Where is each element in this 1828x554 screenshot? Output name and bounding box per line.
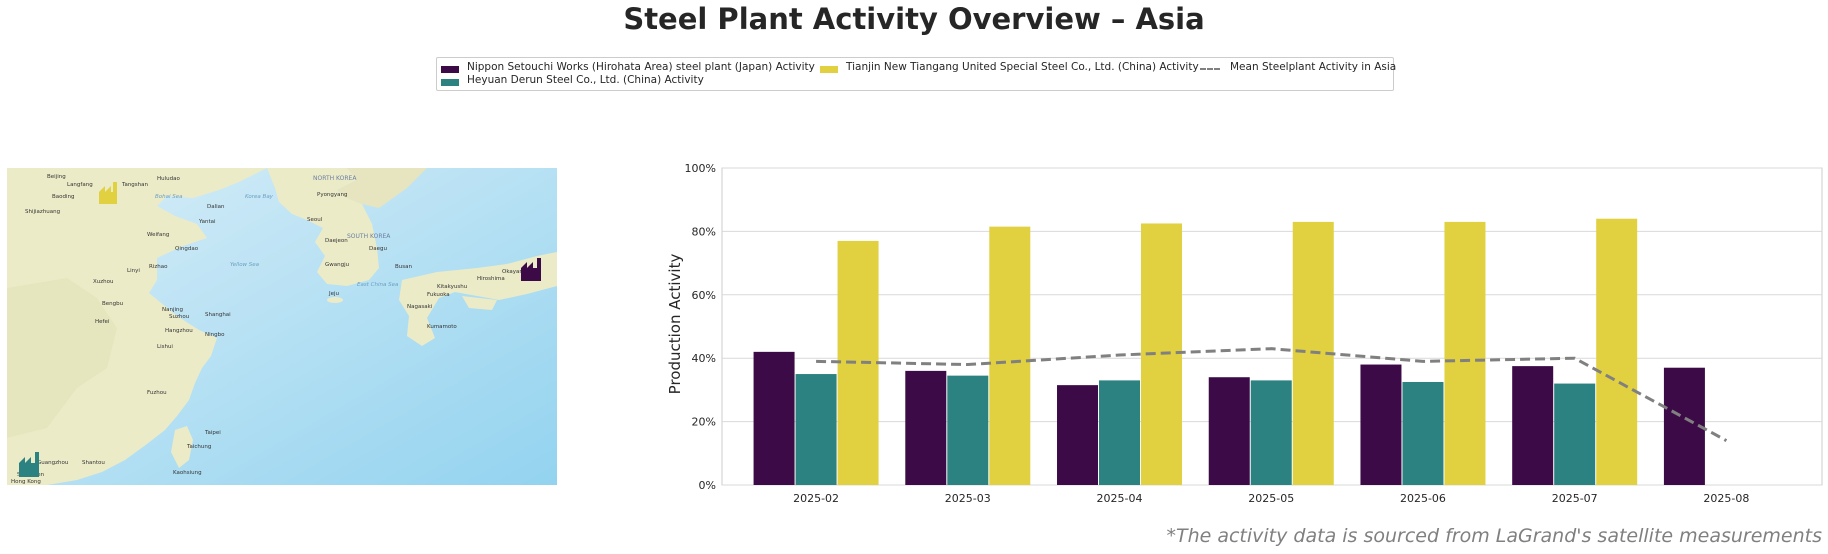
- factory-icon-tianjin: [99, 182, 117, 204]
- map-label: Jeju: [328, 291, 339, 297]
- map-label: Weifang: [147, 232, 169, 238]
- map-label: Busan: [395, 264, 412, 270]
- map-label: Okayama: [502, 269, 528, 275]
- x-tick-label: 2025-04: [1097, 492, 1143, 505]
- y-tick-label: 0%: [699, 479, 716, 492]
- map-label: Korea Bay: [245, 194, 274, 200]
- y-tick-label: 40%: [692, 352, 716, 365]
- map-label: Nagasaki: [407, 304, 433, 310]
- factory-icon-nippon: [521, 258, 541, 281]
- legend-label-heyuan: Heyuan Derun Steel Co., Ltd. (China) Act…: [467, 74, 704, 86]
- map-land-taiwan: [171, 426, 193, 468]
- map-label: Huludao: [157, 176, 180, 182]
- map-label: Langfang: [67, 182, 93, 188]
- map-label: Shanghai: [205, 312, 231, 318]
- map-land-japan: [399, 252, 557, 346]
- map-label: Lishui: [157, 344, 173, 350]
- factory-icon-heyuan: [19, 452, 39, 477]
- map-label: Tangshan: [121, 182, 149, 188]
- map-label: Beijing: [47, 174, 66, 180]
- map-label: East China Sea: [357, 282, 399, 288]
- map-label: Hong Kong: [11, 479, 41, 485]
- map-label: Seoul: [307, 217, 323, 223]
- map-label: NORTH KOREA: [313, 175, 357, 182]
- map-label: Baoding: [52, 194, 75, 200]
- map-land-china: [7, 168, 267, 485]
- map-label: Xuzhou: [93, 279, 113, 285]
- map-label: Bohai Sea: [155, 194, 183, 200]
- map-label: Kumamoto: [427, 324, 457, 330]
- map-label: Guangzhou: [37, 460, 68, 466]
- map-label: Rizhao: [149, 264, 168, 270]
- map-label: Daegu: [369, 246, 387, 252]
- legend-label-tianjin: Tianjin New Tiangang United Special Stee…: [846, 61, 1199, 73]
- map-label: Hiroshima: [477, 276, 505, 282]
- legend: Nippon Setouchi Works (Hirohata Area) st…: [436, 57, 1397, 91]
- map-label: Nanjing: [162, 307, 183, 313]
- asia-map: Beijing Tangshan Langfang Baoding Shijia…: [7, 168, 557, 485]
- bar-2025-07-series-1: [1554, 383, 1596, 485]
- mean-activity-line: [816, 347, 1728, 442]
- bar-2025-04-series-1: [1099, 380, 1141, 485]
- map-label: Fukuoka: [427, 292, 450, 298]
- bar-2025-06-series-0: [1360, 364, 1402, 485]
- map-label: Dalian: [207, 204, 225, 210]
- map-label: Hefei: [95, 319, 110, 325]
- bar-2025-03-series-0: [905, 370, 947, 485]
- map-label: Shantou: [82, 460, 105, 466]
- map-label: Qingdao: [175, 246, 199, 252]
- bar-2025-03-series-1: [947, 375, 989, 485]
- y-tick-label: 100%: [685, 162, 716, 175]
- legend-swatch-tianjin: [820, 66, 838, 73]
- bar-2025-04-series-0: [1057, 385, 1099, 485]
- bar-2025-05-series-1: [1250, 380, 1292, 485]
- x-tick-label: 2025-07: [1552, 492, 1598, 505]
- bar-2025-05-series-0: [1208, 377, 1250, 485]
- bar-2025-02-series-2: [837, 240, 879, 485]
- map-label: Suzhou: [169, 314, 189, 320]
- map-label: Fuzhou: [147, 390, 167, 396]
- chart-title: Steel Plant Activity Overview – Asia: [623, 2, 1205, 36]
- x-tick-label: 2025-08: [1703, 492, 1749, 505]
- map-label: Linyi: [127, 268, 140, 274]
- y-axis-label: Production Activity: [666, 254, 684, 395]
- legend-label-nippon: Nippon Setouchi Works (Hirohata Area) st…: [467, 61, 815, 73]
- legend-label-mean: Mean Steelplant Activity in Asia: [1230, 61, 1397, 73]
- map-label: Taichung: [186, 444, 211, 450]
- footnote: *The activity data is sourced from LaGra…: [1166, 525, 1822, 547]
- map-label: Yantai: [198, 219, 216, 225]
- map-land-korea: [267, 168, 379, 286]
- bar-2025-03-series-2: [989, 226, 1031, 485]
- map-label: Gwangju: [325, 262, 349, 268]
- x-tick-label: 2025-05: [1248, 492, 1294, 505]
- legend-swatch-heyuan: [441, 79, 459, 86]
- map-label: SOUTH KOREA: [347, 233, 391, 240]
- y-tick-label: 80%: [692, 225, 716, 238]
- map-label: Shijiazhuang: [25, 209, 60, 215]
- x-tick-label: 2025-06: [1400, 492, 1446, 505]
- x-tick-label: 2025-03: [945, 492, 991, 505]
- legend-line-mean: [1200, 68, 1220, 70]
- map-label: Taipei: [204, 430, 221, 436]
- map-label: Pyongyang: [317, 192, 348, 198]
- map-label: Daejeon: [325, 238, 348, 244]
- bar-2025-07-series-0: [1512, 366, 1554, 485]
- map-label: Yellow Sea: [230, 262, 260, 268]
- y-tick-label: 60%: [692, 289, 716, 302]
- map-label: Kaohsiung: [173, 470, 202, 476]
- bar-2025-02-series-1: [795, 374, 837, 485]
- bar-2025-02-series-0: [753, 351, 795, 485]
- bar-2025-06-series-1: [1402, 381, 1444, 485]
- bar-2025-06-series-2: [1444, 221, 1486, 485]
- y-tick-label: 20%: [692, 416, 716, 429]
- x-tick-label: 2025-02: [793, 492, 839, 505]
- map-label: Hangzhou: [165, 328, 193, 334]
- map-label: Bengbu: [102, 301, 123, 307]
- legend-swatch-nippon: [441, 66, 459, 73]
- map-label: Kitakyushu: [437, 284, 467, 290]
- map-label: Ningbo: [205, 332, 225, 338]
- bar-2025-07-series-2: [1596, 218, 1638, 485]
